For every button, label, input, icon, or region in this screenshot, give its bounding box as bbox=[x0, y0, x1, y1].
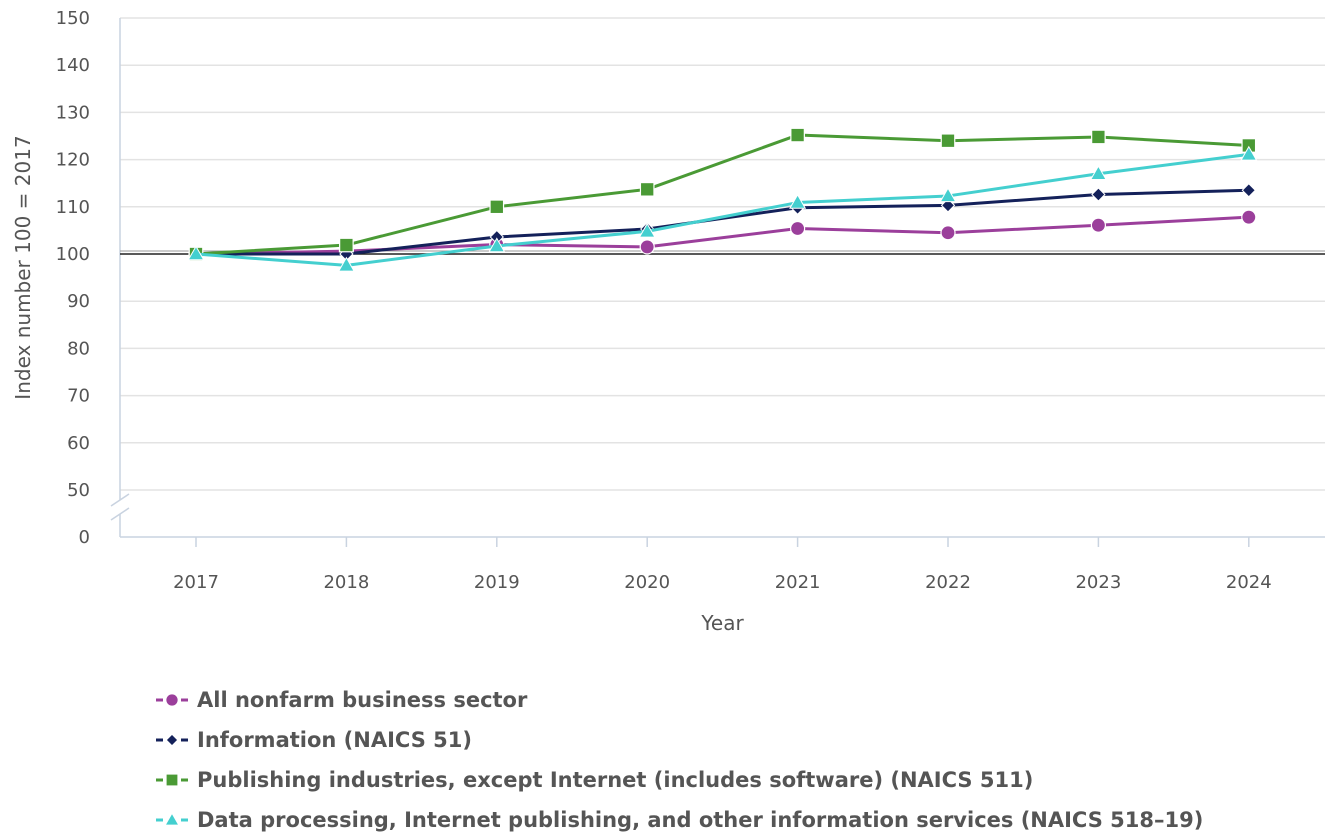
data-point bbox=[1241, 183, 1256, 198]
y-axis-title: Index number 100 = 2017 bbox=[11, 135, 35, 399]
data-point bbox=[940, 133, 956, 149]
data-point bbox=[639, 239, 655, 255]
data-point bbox=[789, 220, 806, 237]
x-tick-labels: 2017 2018 2019 2020 2021 2022 2023 2024 bbox=[173, 572, 1272, 593]
legend-label: Information (NAICS 51) bbox=[197, 728, 472, 752]
data-point bbox=[790, 127, 805, 143]
data-point bbox=[489, 199, 505, 215]
x-tick-label: 2020 bbox=[624, 572, 670, 593]
x-tick-label: 2024 bbox=[1226, 572, 1272, 593]
legend-marker bbox=[165, 733, 179, 747]
data-point bbox=[337, 256, 355, 272]
x-axis-title: Year bbox=[700, 611, 744, 635]
legend-label: All nonfarm business sector bbox=[197, 688, 528, 712]
axis-break-mark bbox=[110, 493, 130, 507]
series-4 bbox=[187, 145, 1258, 272]
legend-label: Data processing, Internet publishing, an… bbox=[197, 808, 1204, 832]
series-line bbox=[195, 152, 1249, 267]
y-tick-label: 140 bbox=[56, 55, 90, 76]
data-point bbox=[1090, 217, 1107, 233]
y-tick-labels: 0 50 60 70 80 90 100 110 120 130 140 150 bbox=[56, 8, 90, 548]
y-tick-label: 110 bbox=[56, 197, 90, 218]
y-tick-label: 150 bbox=[56, 8, 90, 29]
x-tick-label: 2022 bbox=[925, 572, 971, 593]
series-line bbox=[195, 133, 1249, 256]
legend-swatch bbox=[156, 693, 188, 707]
legend-marker bbox=[165, 773, 179, 787]
x-tick-label: 2018 bbox=[323, 572, 369, 593]
axis-break-mark bbox=[110, 507, 130, 521]
y-tick-label: 90 bbox=[67, 291, 90, 312]
y-tick-label: 0 bbox=[79, 527, 90, 548]
legend-item: Data processing, Internet publishing, an… bbox=[155, 800, 1203, 840]
data-point bbox=[1089, 165, 1107, 180]
data-point bbox=[789, 193, 807, 209]
y-tick-label: 60 bbox=[67, 433, 90, 454]
legend-item: All nonfarm business sector bbox=[155, 680, 1203, 720]
y-tick-label: 120 bbox=[56, 150, 90, 171]
legend-swatch bbox=[156, 773, 188, 787]
series-layer bbox=[187, 127, 1258, 272]
data-point bbox=[339, 237, 354, 253]
legend-swatch bbox=[156, 812, 188, 826]
legend: All nonfarm business sector Information (… bbox=[155, 680, 1203, 840]
x-tick-label: 2021 bbox=[775, 572, 821, 593]
y-tick-label: 130 bbox=[56, 102, 90, 123]
y-tick-label: 80 bbox=[67, 338, 90, 359]
legend-label: Publishing industries, except Internet (… bbox=[197, 768, 1034, 792]
legend-marker bbox=[165, 693, 179, 707]
data-point bbox=[940, 225, 956, 241]
x-tick-label: 2023 bbox=[1075, 572, 1121, 593]
x-tick-label: 2019 bbox=[474, 572, 520, 593]
axes bbox=[110, 18, 1325, 547]
legend-swatch bbox=[156, 733, 188, 747]
x-tick-label: 2017 bbox=[173, 572, 219, 593]
y-tick-label: 100 bbox=[56, 244, 90, 265]
data-point bbox=[187, 245, 205, 261]
data-point bbox=[638, 222, 656, 238]
data-point bbox=[1240, 145, 1258, 161]
data-point bbox=[1241, 209, 1257, 225]
data-point bbox=[1091, 187, 1106, 202]
legend-item: Publishing industries, except Internet (… bbox=[155, 760, 1203, 800]
legend-item: Information (NAICS 51) bbox=[155, 720, 1203, 760]
legend-marker bbox=[164, 812, 180, 826]
y-tick-label: 70 bbox=[67, 386, 90, 407]
data-point bbox=[639, 181, 655, 197]
data-point bbox=[488, 237, 506, 253]
y-tick-label: 50 bbox=[67, 480, 90, 501]
data-point bbox=[1091, 129, 1106, 145]
series-line bbox=[195, 215, 1249, 256]
gridlines bbox=[120, 17, 1325, 491]
data-point bbox=[939, 187, 957, 203]
